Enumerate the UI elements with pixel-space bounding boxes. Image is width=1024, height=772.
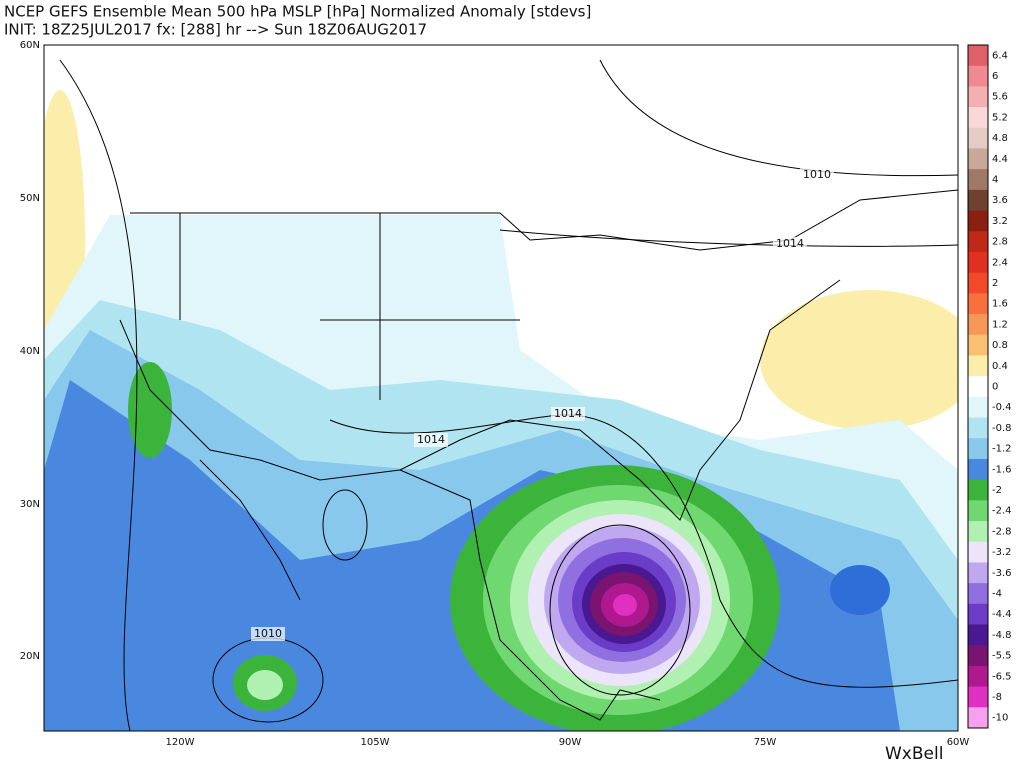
colorbar-label: 6.4: [992, 50, 1008, 61]
colorbar-swatch: [968, 334, 988, 356]
colorbar-label: -3.2: [992, 547, 1012, 558]
colorbar-label: -0.8: [992, 423, 1012, 434]
colorbar-swatch: [968, 169, 988, 191]
colorbar-swatch: [968, 314, 988, 336]
lon-label: 75W: [754, 737, 777, 748]
colorbar-swatch: [968, 479, 988, 501]
map-frame: [43, 44, 959, 732]
colorbar-swatch: [968, 107, 988, 129]
colorbar-label: -5.5: [992, 651, 1012, 662]
colorbar-swatch: [968, 686, 988, 708]
contour-label: 1010: [254, 627, 282, 640]
colorbar-label: 5.6: [992, 92, 1008, 103]
colorbar-swatch: [968, 251, 988, 274]
colorbar-label: 0.4: [992, 361, 1008, 372]
colorbar-swatch: [968, 45, 988, 67]
colorbar-swatch: [968, 272, 988, 294]
colorbar-label: 2.8: [992, 237, 1008, 248]
contour-label-bg: [800, 168, 834, 182]
colorbar-swatch: [968, 562, 988, 584]
colorbar-swatch: [968, 231, 988, 253]
colorbar-label: -4: [992, 588, 1002, 599]
colorbar-swatch: [968, 438, 988, 460]
colorbar-label: -8: [992, 692, 1002, 703]
colorbar-label: -1.6: [992, 464, 1012, 475]
colorbar-swatch: [968, 624, 988, 646]
colorbar-label: -2.8: [992, 526, 1012, 537]
colorbar-label: -4.4: [992, 609, 1012, 620]
lon-label: 60W: [947, 737, 970, 748]
colorbar-label: 0.8: [992, 340, 1008, 351]
colorbar-label: 2: [992, 278, 998, 289]
colorbar-swatch: [968, 458, 988, 481]
lat-label: 60N: [20, 40, 40, 51]
map-labels: 60N 50N 40N 30N 20N 120W 105W 90W 75W 60W 1010 1014…: [20, 40, 970, 748]
map-panel: [43, 44, 959, 732]
colorbar-swatch: [968, 583, 988, 605]
colorbar-label: 1.2: [992, 319, 1008, 330]
colorbar-label: 0: [992, 382, 998, 393]
colorbar-swatch: [968, 541, 988, 563]
colorbar-swatch: [968, 376, 988, 398]
colorbar-swatch: [968, 521, 988, 543]
colorbar-swatch: [968, 189, 988, 212]
contour-label: 1014: [776, 237, 804, 250]
colorbar-swatch: [968, 707, 988, 729]
lat-label: 50N: [20, 193, 40, 204]
colorbar-label: -3.6: [992, 568, 1012, 579]
colorbar: 6.4 6 5.6 5.2 4.8 4.4 4 3.6 3.2 2.8 2.4 2 1.6 1.2 0.8 0…: [967, 44, 1012, 729]
title: NCEP GEFS Ensemble Mean 500 hPa MSLP [hP…: [4, 3, 591, 21]
contour-label: 1010: [803, 168, 831, 181]
lon-label: 90W: [559, 737, 582, 748]
isobars: [59, 59, 958, 731]
lat-label: 40N: [20, 346, 40, 357]
colorbar-label: 5.2: [992, 112, 1008, 123]
colorbar-label: -6.5: [992, 671, 1012, 682]
colorbar-label: 2.4: [992, 257, 1008, 268]
colorbar-label: -10: [992, 713, 1008, 724]
colorbar-swatch: [968, 396, 988, 419]
colorbar-swatch: [968, 148, 988, 170]
colorbar-label: -2: [992, 485, 1002, 496]
lon-label: 105W: [361, 737, 390, 748]
colorbar-label: 3.2: [992, 216, 1008, 227]
colorbar-swatch: [968, 645, 988, 667]
colorbar-label: 3.6: [992, 195, 1008, 206]
subtitle: INIT: 18Z25JUL2017 fx: [288] hr --> Sun …: [4, 21, 427, 39]
colorbar-swatch: [968, 86, 988, 108]
contour-label-bg: [773, 237, 807, 251]
colorbar-swatch: [968, 417, 988, 439]
colorbar-swatch: [968, 500, 988, 522]
colorbar-label: -1.2: [992, 444, 1012, 455]
lat-label: 30N: [20, 499, 40, 510]
colorbar-label: 4.8: [992, 133, 1008, 144]
colorbar-label: -2.4: [992, 506, 1012, 517]
colorbar-label: 6: [992, 71, 998, 82]
boundaries: [119, 189, 958, 721]
contour-label-bg: [551, 407, 585, 421]
lon-label: 120W: [166, 737, 195, 748]
colorbar-frame: [967, 44, 989, 729]
colorbar-swatch: [968, 210, 988, 232]
colorbar-swatch: [968, 65, 988, 87]
lat-label: 20N: [20, 651, 40, 662]
colorbar-swatch: [968, 355, 988, 377]
colorbar-swatch: [968, 665, 988, 688]
colorbar-swatch: [968, 603, 988, 626]
colorbar-label: -0.4: [992, 402, 1012, 413]
contour-label: 1014: [554, 407, 582, 420]
colorbar-swatch: [968, 127, 988, 149]
contour-label-bg: [251, 627, 285, 641]
colorbar-label: -4.8: [992, 630, 1012, 641]
colorbar-swatch: [968, 293, 988, 315]
colorbar-label: 4: [992, 175, 998, 186]
logo: WxBell: [885, 744, 943, 764]
colorbar-label: 4.4: [992, 154, 1008, 165]
contour-label: 1014: [417, 433, 445, 446]
colorbar-label: 1.6: [992, 299, 1008, 310]
contour-label-bg: [414, 433, 448, 447]
